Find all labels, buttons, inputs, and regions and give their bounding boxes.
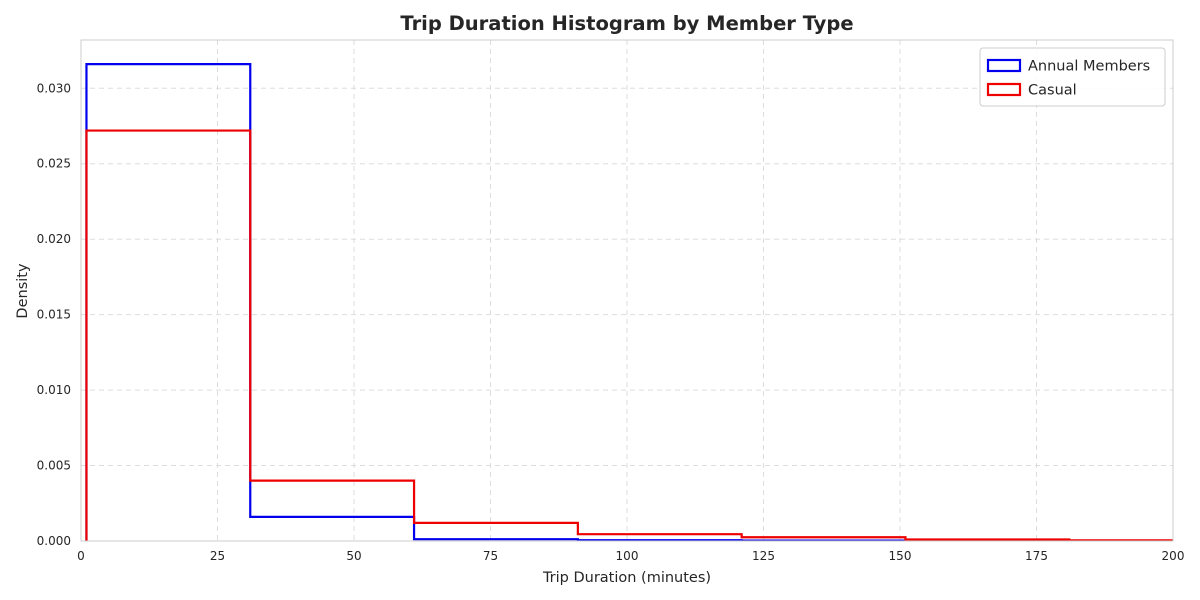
series-layer: [85, 63, 1173, 541]
y-axis-ticks: 0.000 0.005 0.010 0.015 0.020 0.025 0.030: [37, 81, 71, 548]
y-tick-label: 0.005: [37, 459, 71, 473]
legend: Annual Members Casual: [979, 47, 1166, 107]
x-tick-label: 200: [1162, 549, 1185, 563]
y-tick-label: 0.000: [37, 534, 71, 548]
legend-swatch: [986, 58, 1022, 73]
x-tick-label: 75: [483, 549, 498, 563]
y-tick-label: 0.020: [37, 232, 71, 246]
histogram-bin: [578, 534, 742, 541]
x-tick-label: 100: [616, 549, 639, 563]
x-tick-label: 0: [77, 549, 85, 563]
y-tick-label: 0.010: [37, 383, 71, 397]
y-tick-label: 0.025: [37, 157, 71, 171]
legend-label: Casual: [1028, 83, 1077, 99]
legend-label: Annual Members: [1028, 59, 1150, 75]
plot-frame: [80, 39, 1174, 542]
x-axis-ticks: 0 25 50 75 100 125 150 175 200: [77, 549, 1184, 563]
legend-swatch: [986, 82, 1022, 97]
histogram-bin: [86, 131, 250, 541]
histogram-bin: [414, 523, 578, 541]
x-tick-label: 25: [210, 549, 225, 563]
y-tick-label: 0.030: [37, 81, 71, 95]
x-tick-label: 150: [889, 549, 912, 563]
histogram-step-line: [85, 129, 1173, 541]
histogram-bin: [250, 481, 414, 541]
x-tick-label: 50: [346, 549, 361, 563]
y-tick-label: 0.015: [37, 308, 71, 322]
x-tick-label: 175: [1025, 549, 1048, 563]
series-annual-members: [85, 63, 1173, 541]
histogram-step-line: [85, 63, 1173, 541]
x-tick-label: 125: [752, 549, 775, 563]
x-axis-label: Trip Duration (minutes): [542, 570, 711, 586]
series-casual: [85, 129, 1173, 541]
histogram-bin: [742, 537, 906, 541]
chart-title: Trip Duration Histogram by Member Type: [400, 12, 853, 35]
legend-box: [979, 47, 1166, 107]
y-axis-label: Density: [15, 263, 31, 319]
